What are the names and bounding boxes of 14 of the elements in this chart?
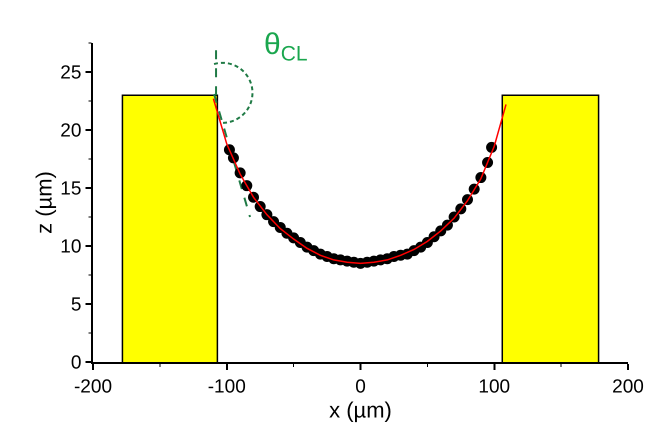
x-tick-label: -100 <box>208 376 246 398</box>
x-tick-label: 100 <box>478 376 510 398</box>
y-tick-label: 5 <box>70 294 82 316</box>
y-axis-title: z (µm) <box>32 171 57 234</box>
x-axis-title: x (µm) <box>329 398 392 423</box>
y-tick-label: 25 <box>60 62 82 84</box>
x-tick-label: 200 <box>612 376 644 398</box>
y-tick-label: 0 <box>70 352 82 374</box>
x-tick-label: 0 <box>355 376 366 398</box>
y-tick-label: 15 <box>60 178 82 200</box>
x-tick-label: -200 <box>74 376 112 398</box>
y-tick-label: 20 <box>60 120 82 142</box>
annotation: θ$_{CL}$ <box>264 28 308 66</box>
y-tick-label: 10 <box>60 236 82 258</box>
